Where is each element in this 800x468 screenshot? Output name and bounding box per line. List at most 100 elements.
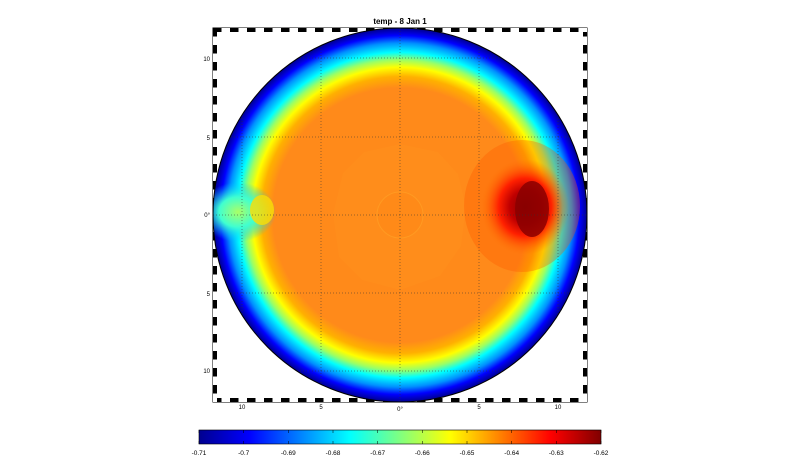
frame-segment	[583, 291, 587, 300]
frame-segment	[213, 368, 217, 377]
frame-segment	[502, 28, 511, 32]
frame-segment	[213, 79, 217, 88]
colorbar-tick-label: -0.66	[415, 450, 430, 457]
frame-segment	[527, 398, 536, 402]
frame-segment	[485, 28, 494, 32]
frame-segment	[213, 291, 217, 300]
frame-segment	[332, 398, 341, 402]
frame-segment	[298, 398, 307, 402]
frame-segment	[213, 325, 217, 334]
frame-segment	[255, 398, 264, 402]
frame-segment	[583, 62, 587, 71]
frame-segment	[570, 28, 579, 32]
frame-segment	[583, 342, 587, 351]
frame-segment	[459, 28, 468, 32]
frame-segment	[583, 121, 587, 130]
frame-segment	[583, 45, 587, 54]
colorbar-tick-label: -0.62	[594, 450, 609, 457]
frame-segment	[583, 130, 587, 139]
frame-segment	[306, 398, 315, 402]
frame-segment	[459, 398, 468, 402]
frame-segment	[289, 398, 298, 402]
frame-segment	[213, 334, 217, 343]
frame-segment	[583, 308, 587, 317]
frame-segment	[468, 28, 477, 32]
colorbar-tick-label: -0.7	[238, 450, 250, 457]
frame-segment	[536, 398, 545, 402]
frame-segment	[340, 28, 349, 32]
frame-segment	[247, 28, 256, 32]
frame-border	[213, 28, 587, 402]
frame-segment	[323, 398, 332, 402]
x-tick-label: 10	[239, 405, 246, 411]
frame-segment	[583, 376, 587, 385]
frame-segment	[476, 398, 485, 402]
frame-segment	[255, 28, 264, 32]
frame-segment	[442, 398, 451, 402]
colorbar-tick-label: -0.68	[326, 450, 341, 457]
grid-lines	[213, 28, 587, 402]
x-tick-label: 5	[319, 405, 323, 411]
frame-segment	[230, 398, 239, 402]
frame-segment	[583, 87, 587, 96]
chart-title: temp - 8 Jan 1	[373, 17, 427, 26]
frame-segment	[332, 28, 341, 32]
frame-segment	[306, 28, 315, 32]
frame-segment	[213, 104, 217, 113]
frame-segment	[213, 393, 217, 402]
frame-segment	[247, 398, 256, 402]
frame-segment	[213, 398, 222, 402]
frame-segment	[583, 351, 587, 360]
frame-segment	[583, 266, 587, 275]
frame-segment	[213, 249, 217, 258]
frame-segment	[349, 28, 358, 32]
frame-segment	[519, 398, 528, 402]
frame-segment	[583, 300, 587, 309]
frame-segment	[213, 113, 217, 122]
frame-segment	[583, 104, 587, 113]
colorbar-tick-labels: -0.71 -0.7 -0.69 -0.68 -0.67 -0.66 -0.65…	[192, 450, 609, 457]
frame-segment	[213, 36, 217, 45]
frame-segment	[561, 28, 570, 32]
frame-segment	[583, 393, 587, 402]
frame-segment	[583, 274, 587, 283]
frame-segment	[213, 28, 217, 37]
colorbar-tick-label: -0.65	[460, 450, 475, 457]
frame-segment	[213, 164, 217, 173]
frame-segment	[583, 249, 587, 258]
frame-segment	[357, 28, 366, 32]
frame-segment	[476, 28, 485, 32]
frame-segment	[298, 28, 307, 32]
frame-segment	[213, 274, 217, 283]
frame-segment	[221, 28, 230, 32]
frame-segment	[281, 398, 290, 402]
frame-segment	[264, 28, 273, 32]
y-axis-ticks: 10 5 0° 5 10	[203, 57, 210, 375]
colorbar-tick-label: -0.67	[370, 450, 385, 457]
frame-segment	[553, 398, 562, 402]
frame-segment	[213, 87, 217, 96]
frame-segment	[213, 70, 217, 79]
frame-segment	[213, 28, 222, 32]
frame-segment	[213, 385, 217, 394]
frame-segment	[502, 398, 511, 402]
frame-segment	[583, 334, 587, 343]
frame-segment	[213, 342, 217, 351]
colorbar-ticks	[198, 430, 602, 444]
frame-segment	[561, 398, 570, 402]
frame-segment	[485, 398, 494, 402]
colorbar	[198, 429, 602, 445]
frame-segment	[583, 155, 587, 164]
frame-segment	[340, 398, 349, 402]
frame-segment	[583, 317, 587, 326]
y-tick-label: 0°	[204, 213, 210, 219]
frame-segment	[583, 96, 587, 105]
frame-segment	[519, 28, 528, 32]
frame-segment	[578, 398, 587, 402]
frame-segment	[238, 28, 247, 32]
frame-segment	[221, 398, 230, 402]
frame-segment	[583, 283, 587, 292]
frame-segment	[213, 45, 217, 54]
frame-segment	[272, 398, 281, 402]
inlet-warm-lobe	[250, 195, 274, 225]
